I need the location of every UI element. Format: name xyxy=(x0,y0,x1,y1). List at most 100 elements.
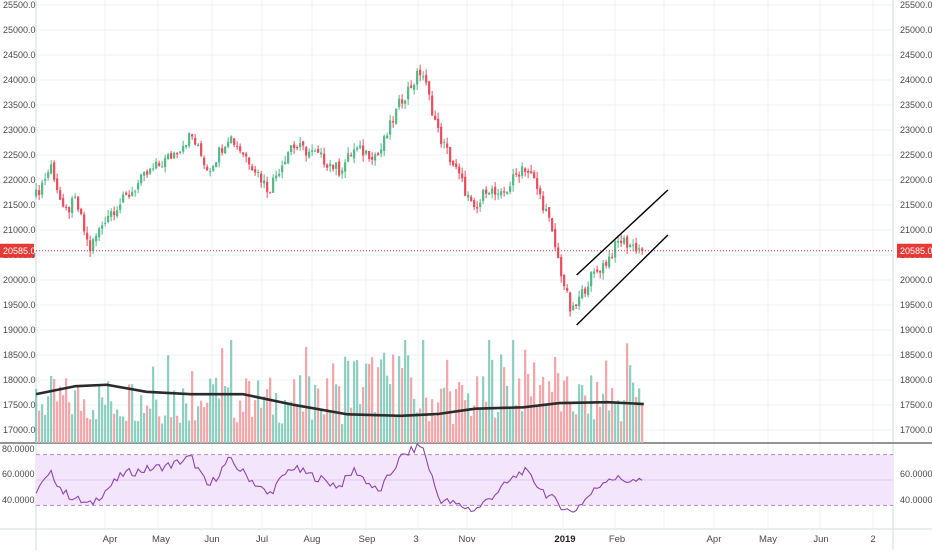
candle-body xyxy=(515,173,518,175)
volume-bar xyxy=(614,401,617,443)
candle-body xyxy=(191,134,194,137)
price-tick-right: 21500.0 xyxy=(900,200,932,210)
price-tick-left: 17000.0 xyxy=(3,425,36,435)
candle-body xyxy=(59,190,62,200)
volume-bar xyxy=(320,409,323,443)
volume-bar xyxy=(455,388,458,443)
volume-bar xyxy=(263,396,266,443)
candle-body xyxy=(431,95,434,116)
candle-body xyxy=(161,166,164,168)
candle-body xyxy=(437,118,440,128)
candle-body xyxy=(86,232,89,240)
price-tick-right: 22500.0 xyxy=(900,150,932,160)
volume-bar xyxy=(272,414,275,443)
candle-body xyxy=(194,137,197,145)
volume-bar xyxy=(344,356,347,443)
candle-body xyxy=(212,166,215,171)
volume-bar xyxy=(143,412,146,443)
volume-bar xyxy=(314,384,317,443)
candle-body xyxy=(623,238,626,244)
volume-bar xyxy=(437,402,440,443)
candle-body xyxy=(206,166,209,171)
volume-bar xyxy=(284,400,287,443)
candle-body xyxy=(509,186,512,192)
volume-bar xyxy=(461,384,464,443)
candle-body xyxy=(344,162,347,172)
time-tick-label: Jul xyxy=(256,534,268,545)
candle-body xyxy=(83,214,86,232)
candle-body xyxy=(548,207,551,218)
price-tick-left: 19000.0 xyxy=(3,325,36,335)
candle-body xyxy=(359,145,362,148)
candle-body xyxy=(314,150,317,152)
candle-body xyxy=(530,171,533,174)
price-tick-left: 23500.0 xyxy=(3,100,36,110)
volume-bar xyxy=(188,420,191,443)
candle-body xyxy=(125,192,128,195)
candle-body xyxy=(416,70,419,85)
candle-body xyxy=(134,191,137,193)
volume-bar xyxy=(518,378,521,443)
price-tick-right: 18000.0 xyxy=(900,375,932,385)
volume-bar xyxy=(440,388,443,443)
volume-bar xyxy=(596,381,599,443)
candle-body xyxy=(467,194,470,198)
volume-bar xyxy=(581,385,584,443)
volume-bar xyxy=(212,384,215,443)
volume-bar xyxy=(359,404,362,443)
volume-bar xyxy=(611,388,614,443)
candle-body xyxy=(218,147,221,163)
price-tick-right: 25000.0 xyxy=(900,25,932,35)
volume-bar xyxy=(371,357,374,443)
volume-bar xyxy=(215,377,218,443)
candle-body xyxy=(473,200,476,208)
time-tick-label: Jun xyxy=(813,534,828,545)
volume-bar xyxy=(266,389,269,443)
candle-body xyxy=(563,274,566,287)
volume-bar xyxy=(194,420,197,443)
volume-bar xyxy=(86,417,89,443)
volume-bar xyxy=(308,376,311,443)
volume-bar xyxy=(494,417,497,443)
candle-body xyxy=(500,191,503,196)
candle-body xyxy=(392,121,395,123)
candle-body xyxy=(446,143,449,148)
volume-bar xyxy=(632,382,635,443)
candle-body xyxy=(299,143,302,148)
candle-body xyxy=(491,188,494,194)
candle-body xyxy=(251,166,254,171)
volume-bar xyxy=(503,367,506,443)
volume-ma-line xyxy=(35,383,644,418)
volume-bar xyxy=(404,340,407,443)
candle-body xyxy=(50,164,53,174)
volume-bar xyxy=(245,378,248,443)
candle-body xyxy=(641,248,644,251)
candle-body xyxy=(632,244,635,246)
volume-bar xyxy=(509,408,512,443)
candle-body xyxy=(38,190,41,195)
candle-body xyxy=(626,236,629,248)
volume-bar xyxy=(62,395,65,443)
volume-bar xyxy=(419,408,422,443)
price-tick-right: 24500.0 xyxy=(900,50,932,60)
candle-body xyxy=(320,152,323,155)
rsi-tick-right: 40.0000 xyxy=(900,495,932,505)
candle-body xyxy=(338,161,341,176)
candle-body xyxy=(140,174,143,184)
candle-body xyxy=(41,182,44,195)
volume-bar xyxy=(380,359,383,443)
volume-bar xyxy=(173,390,176,443)
volume-bar xyxy=(590,375,593,443)
volume-bar xyxy=(464,400,467,443)
volume-bar xyxy=(287,402,290,443)
candle-body xyxy=(215,162,218,168)
volume-bar xyxy=(251,416,254,443)
price-tick-left: 17500.0 xyxy=(3,400,36,410)
last-price-badge-left xyxy=(0,243,34,258)
volume-bar xyxy=(281,423,284,443)
candle-body xyxy=(350,155,353,157)
candle-body xyxy=(620,240,623,244)
